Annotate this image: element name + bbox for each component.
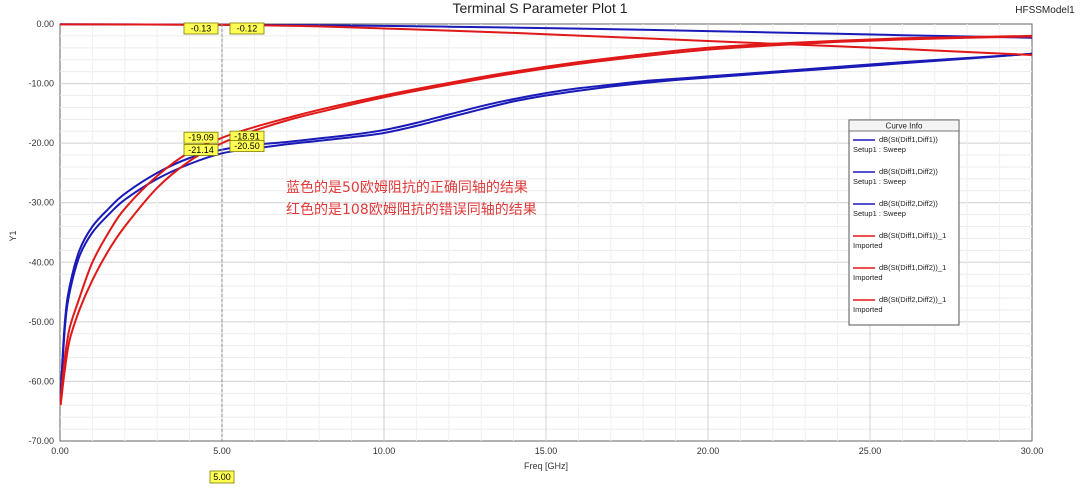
x-tick-label: 0.00	[51, 446, 69, 456]
marker-value-box[interactable]	[229, 22, 265, 35]
series-line-3	[59, 52, 1033, 400]
marker-value-box[interactable]	[183, 131, 219, 144]
legend-entry-setup: Imported	[853, 305, 883, 314]
x-tick-label: 5.00	[213, 446, 231, 456]
legend-entry-setup: Setup1 : Sweep	[853, 145, 906, 154]
legend-entry-name: dB(St(Diff1,Diff2))	[879, 167, 938, 176]
marker-value-label: -18.91	[234, 132, 260, 142]
legend-header	[848, 119, 960, 132]
annotation-red-note: 红色的是108欧姆阻抗的错误同轴的结果	[286, 201, 537, 218]
y-tick-label: -20.00	[28, 138, 54, 148]
marker-value-label: -0.13	[191, 24, 212, 34]
x-tick-label: 10.00	[373, 446, 396, 456]
series-line-6	[59, 35, 1033, 406]
legend-entry-setup: Setup1 : Sweep	[853, 209, 906, 218]
y-tick-label: -40.00	[28, 257, 54, 267]
x-tick-label: 15.00	[535, 446, 558, 456]
marker-value-box[interactable]	[183, 22, 219, 35]
tick-labels: 0.00 -10.00 -20.00 -30.00 -40.00 -50.00 -60.00…	[28, 19, 1043, 456]
series-line-4	[59, 34, 1033, 400]
x-axis-label: Freq [GHz]	[524, 461, 568, 471]
legend-title: Curve Info	[886, 122, 923, 131]
marker-value-box[interactable]	[229, 140, 265, 153]
marker-value-box[interactable]	[183, 144, 219, 156]
legend-entry-setup: Setup1 : Sweep	[853, 177, 906, 186]
y-axis-label: Y1	[8, 230, 18, 241]
marker-layer[interactable]: 5.00 -0.13 -0.12 -19.09 -18.91 -21.14 -20.50	[183, 22, 265, 484]
y-tick-label: 0.00	[36, 19, 54, 29]
marker-value-label: -21.14	[188, 145, 214, 155]
marker-x-label: 5.00	[213, 472, 231, 482]
legend-entry-name: dB(St(Diff2,Diff2))	[879, 199, 938, 208]
y-tick-label: -10.00	[28, 79, 54, 89]
annotation-blue-note: 蓝色的是50欧姆阻抗的正确同轴的结果	[286, 179, 528, 196]
y-tick-label: -50.00	[28, 317, 54, 327]
legend-entry-name: dB(St(Diff1,Diff2))_1	[879, 263, 946, 272]
marker-value-label: -20.50	[234, 141, 260, 151]
legend-box	[848, 119, 960, 326]
y-tick-label: -30.00	[28, 198, 54, 208]
y-tick-label: -60.00	[28, 376, 54, 386]
model-label: HFSSModel1	[1015, 5, 1075, 16]
annotation-layer: 蓝色的是50欧姆阻抗的正确同轴的结果 红色的是108欧姆阻抗的错误同轴的结果	[286, 179, 537, 218]
series-line-1	[59, 52, 1033, 394]
legend-entry-setup: Imported	[853, 241, 883, 250]
series-layer	[59, 23, 1033, 406]
x-tick-label: 25.00	[859, 446, 882, 456]
x-tick-label: 30.00	[1021, 446, 1044, 456]
legend-entry-setup: Imported	[853, 273, 883, 282]
chart-title: Terminal S Parameter Plot 1	[452, 0, 627, 16]
legend-entry-name: dB(St(Diff2,Diff2))_1	[879, 295, 946, 304]
marker-x-label-box[interactable]	[209, 470, 235, 484]
x-tick-label: 20.00	[697, 446, 720, 456]
legend-entry-name: dB(St(Diff1,Diff1))	[879, 135, 938, 144]
marker-value-label: -0.12	[237, 24, 258, 34]
marker-value-label: -19.09	[188, 133, 214, 143]
legend-entry-name: dB(St(Diff1,Diff1))_1	[879, 231, 946, 240]
y-tick-label: -70.00	[28, 436, 54, 446]
